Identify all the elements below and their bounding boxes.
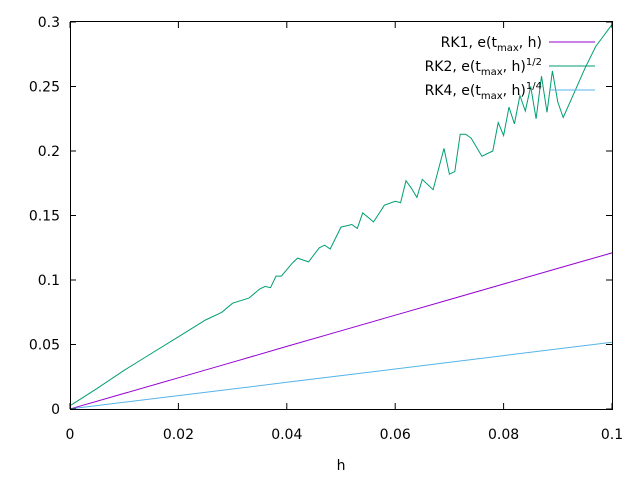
y-tick-label: 0.3: [38, 15, 60, 31]
x-tick-label: 0: [66, 427, 75, 443]
legend-label-2: RK2, e(tmax, h)1/2: [425, 57, 542, 78]
y-tick-label: 0.05: [29, 338, 60, 354]
legend: RK1, e(tmax, h) RK2, e(tmax, h)1/2 RK4, e(…: [425, 35, 595, 102]
y-tick-label: 0.25: [29, 80, 60, 96]
legend-label-1: RK1, e(tmax, h): [441, 35, 542, 54]
ticks-layer: 0 0.02 0.04 0.06 0.08 0.1 0 0.05 0.1 0.15 0.2 0.25 0…: [29, 15, 623, 443]
plot-frame: [70, 21, 613, 410]
y-tick-label: 0: [51, 402, 60, 418]
series-layer: [70, 24, 613, 410]
series-line-1: [70, 252, 613, 410]
x-tick-label: 0.1: [601, 427, 623, 443]
legend-label-3: RK4, e(tmax, h)1/4: [425, 81, 542, 102]
series-line-2: [70, 24, 613, 406]
x-tick-label: 0.02: [163, 427, 194, 443]
x-tick-label: 0.06: [380, 427, 411, 443]
x-tick-label: 0.04: [271, 427, 302, 443]
y-tick-label: 0.2: [38, 144, 60, 160]
x-axis-label: h: [337, 458, 346, 474]
series-line-3: [71, 341, 613, 410]
x-tick-label: 0.08: [488, 427, 519, 443]
y-tick-label: 0.1: [38, 273, 60, 289]
y-tick-label: 0.15: [29, 209, 60, 225]
